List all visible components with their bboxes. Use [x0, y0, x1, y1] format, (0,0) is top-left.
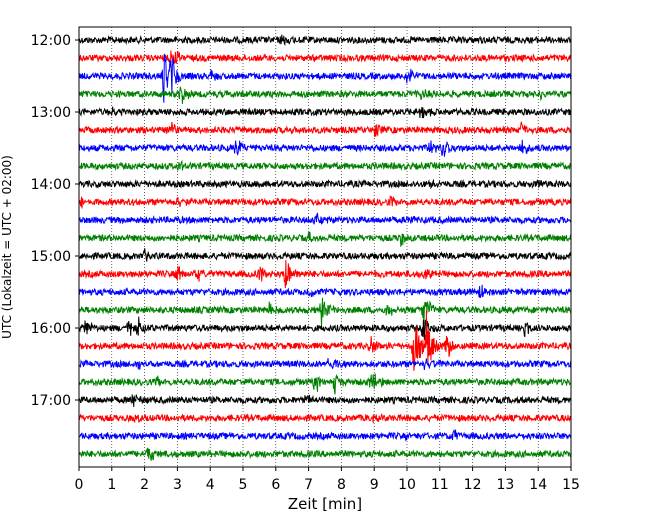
y-tick-label: 17:00 [31, 393, 71, 409]
y-tick-label: 15:00 [31, 249, 71, 265]
x-tick-label: 4 [206, 477, 215, 493]
seismic-trace [78, 178, 572, 190]
x-tick-label: 1 [107, 477, 116, 493]
x-tick-label: 14 [529, 477, 547, 493]
seismic-trace [78, 212, 572, 226]
seismic-trace [78, 316, 572, 341]
seismic-traces [78, 34, 572, 461]
x-tick-label: 12 [464, 477, 482, 493]
x-tick-label: 9 [370, 477, 379, 493]
x-tick-label: 10 [398, 477, 416, 493]
x-tick-label: 3 [173, 477, 182, 493]
seismic-trace [78, 194, 572, 209]
x-axis-ticks: 0 1 2 3 4 5 6 7 8 9 10 11 12 13 14 15 [75, 467, 580, 493]
x-gridlines [111, 27, 539, 467]
seismic-trace [78, 231, 572, 248]
x-tick-label: 5 [239, 477, 248, 493]
seismic-trace [78, 53, 572, 103]
y-tick-label: 14:00 [31, 177, 71, 193]
seismic-trace [78, 447, 572, 461]
y-axis-ticks: 12:00 13:00 14:00 15:00 16:00 17:00 [31, 33, 79, 409]
seismic-trace [78, 259, 572, 289]
y-tick-label: 13:00 [31, 105, 71, 121]
seismic-trace [78, 106, 572, 119]
x-tick-label: 0 [75, 477, 84, 493]
seismic-trace [78, 297, 572, 328]
seismic-trace [78, 310, 572, 371]
seismic-trace [78, 284, 572, 299]
seismic-trace [78, 248, 572, 262]
plot-frame [78, 26, 572, 468]
x-tick-label: 11 [431, 477, 449, 493]
seismic-trace [78, 86, 572, 104]
y-tick-label: 16:00 [31, 321, 71, 337]
seismic-trace [78, 428, 572, 441]
seismic-trace [78, 34, 572, 47]
seismic-trace [78, 394, 572, 408]
seismic-trace [78, 121, 572, 137]
seismic-trace [78, 412, 572, 424]
y-tick-label: 12:00 [31, 33, 71, 49]
seismic-trace [78, 159, 572, 172]
seismic-trace [78, 139, 572, 157]
x-tick-label: 7 [304, 477, 313, 493]
seismic-trace [78, 50, 572, 68]
seismic-trace [78, 358, 572, 371]
x-tick-label: 13 [496, 477, 514, 493]
x-axis-label: Zeit [min] [288, 495, 362, 513]
x-tick-label: 15 [562, 477, 580, 493]
x-tick-label: 8 [337, 477, 346, 493]
seismic-trace [78, 373, 572, 395]
x-tick-label: 2 [140, 477, 149, 493]
x-tick-label: 6 [271, 477, 280, 493]
y-axis-label: UTC (Lokalzeit = UTC + 02:00) [0, 155, 14, 339]
